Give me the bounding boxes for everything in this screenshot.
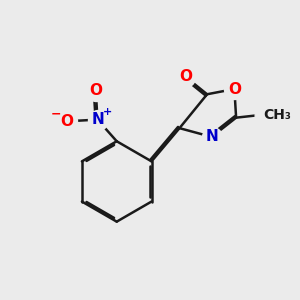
Text: O: O — [60, 114, 73, 129]
Text: CH₃: CH₃ — [263, 108, 291, 122]
Text: O: O — [179, 69, 192, 84]
Text: N: N — [91, 112, 104, 127]
Text: O: O — [89, 83, 102, 98]
Text: +: + — [103, 107, 112, 117]
Text: N: N — [205, 129, 218, 144]
Text: −: − — [50, 107, 61, 120]
Text: O: O — [228, 82, 241, 97]
